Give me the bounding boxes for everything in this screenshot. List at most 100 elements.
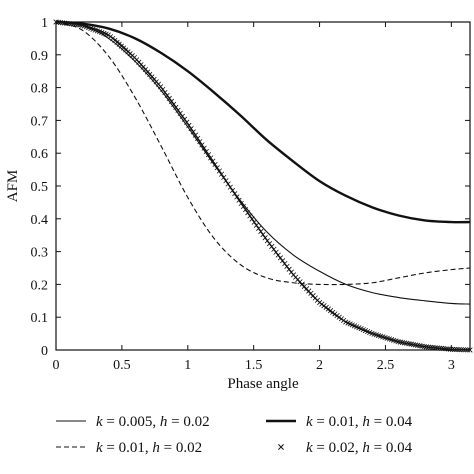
series-marker [77, 22, 83, 28]
series-marker [258, 228, 264, 235]
series-marker [68, 21, 74, 27]
series-marker [284, 263, 290, 269]
series-marker [436, 345, 443, 351]
y-tick-label: 0.5 [31, 180, 49, 195]
series-marker [234, 194, 240, 200]
series-marker [57, 19, 63, 26]
x-tick-label: 3 [448, 358, 455, 373]
series-marker [447, 346, 453, 352]
series-marker [288, 269, 294, 275]
series-4 [53, 19, 473, 353]
series-marker [225, 181, 231, 187]
series-marker [219, 171, 225, 177]
y-tick-label: 0.9 [31, 49, 49, 64]
series-marker [162, 89, 168, 96]
series-marker [221, 174, 227, 181]
legend-label-part: k [96, 414, 103, 430]
y-tick-label: 0.6 [31, 147, 49, 162]
series-marker [158, 84, 164, 90]
plot-frame [55, 21, 471, 351]
legend-label-part: h [362, 440, 370, 456]
series-marker [249, 216, 255, 222]
series-marker [463, 347, 469, 353]
series-marker [192, 132, 199, 138]
series-marker [205, 152, 212, 158]
series-marker [175, 107, 181, 113]
series-marker [173, 104, 179, 110]
series-marker [269, 243, 275, 250]
series-marker [428, 344, 434, 350]
legend-label-part: k [306, 440, 313, 456]
legend-label-part: k [306, 414, 313, 430]
x-axis-ticks: 0 0.5 1 1.5 2 2.5 3 [53, 22, 455, 373]
series-marker [55, 19, 61, 25]
series-marker [421, 343, 427, 350]
series-marker [168, 98, 175, 104]
series-marker [277, 255, 284, 261]
series-marker [181, 116, 188, 122]
series-marker [223, 178, 229, 184]
y-tick-label: 0.4 [31, 213, 49, 228]
series-marker [280, 258, 286, 264]
series-marker [430, 344, 436, 351]
series-marker [190, 129, 196, 135]
series-marker [441, 346, 447, 352]
series-marker [443, 346, 449, 352]
series-marker [210, 158, 216, 164]
y-tick-label: 0.2 [31, 278, 49, 293]
series-layer [53, 19, 473, 353]
series-line [55, 20, 470, 224]
legend-label-part: k [96, 440, 103, 456]
series-line [55, 21, 470, 305]
series-marker [467, 347, 473, 353]
legend-label-part: = 0.01, [103, 440, 153, 456]
series-marker [423, 344, 430, 350]
series-marker [275, 252, 281, 258]
legend-item-4: k = 0.02, h = 0.04 [278, 440, 413, 456]
y-tick-label: 0.8 [31, 82, 49, 97]
series-marker [177, 110, 183, 116]
series-marker [203, 148, 209, 154]
series-marker [242, 207, 249, 213]
series-marker [171, 101, 177, 107]
legend-label-part: = 0.005, [103, 414, 160, 430]
series-marker [286, 266, 292, 272]
series-marker [426, 344, 432, 350]
legend-label-part: h [362, 414, 370, 430]
legend: k = 0.005, h = 0.02k = 0.01, h = 0.02k =… [56, 414, 413, 456]
series-marker [251, 219, 257, 225]
series-marker [432, 345, 438, 351]
series-line [55, 21, 470, 351]
series-marker [449, 346, 456, 352]
series-line [55, 21, 470, 286]
legend-label: k = 0.01, h = 0.04 [306, 414, 413, 430]
series-marker [260, 232, 266, 238]
series-marker [229, 187, 236, 194]
series-marker [197, 139, 203, 145]
legend-item-1: k = 0.005, h = 0.02 [56, 414, 210, 430]
series-marker [454, 346, 460, 353]
series-marker [247, 213, 253, 219]
y-axis-title: AFM [5, 170, 21, 203]
series-marker [271, 246, 277, 252]
series-marker [273, 249, 279, 255]
legend-item-3: k = 0.01, h = 0.04 [266, 414, 413, 430]
x-tick-label: 1.5 [245, 358, 263, 373]
series-marker [188, 126, 194, 132]
legend-label-part: h [160, 414, 168, 430]
series-marker [458, 347, 464, 353]
legend-label-part: = 0.04 [370, 414, 413, 430]
series-marker [166, 95, 172, 101]
series-marker [214, 165, 220, 171]
series-marker [236, 197, 242, 203]
series-marker [53, 19, 59, 25]
series-marker [70, 21, 77, 27]
legend-label-part: h [152, 440, 160, 456]
x-tick-label: 0 [53, 358, 60, 373]
series-marker [212, 161, 218, 168]
x-tick-label: 2.5 [377, 358, 395, 373]
series-marker [184, 119, 190, 125]
series-marker [238, 200, 244, 207]
series-marker [264, 238, 270, 244]
